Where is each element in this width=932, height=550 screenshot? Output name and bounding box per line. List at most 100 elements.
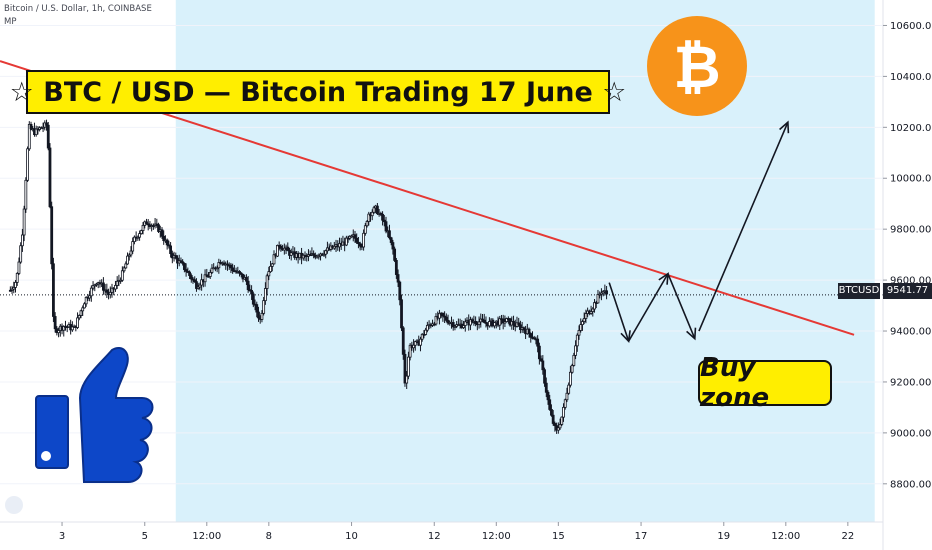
candle-body	[517, 322, 521, 326]
candle-body	[50, 206, 54, 265]
candle-body	[569, 371, 572, 386]
candle-body	[27, 123, 31, 150]
candle-body	[210, 267, 214, 273]
x-tick-label: 12	[428, 531, 441, 542]
candle-body	[205, 274, 209, 277]
candle-body	[131, 241, 135, 252]
candle-body	[584, 313, 588, 319]
candle-body	[141, 224, 145, 231]
candle-body	[93, 284, 97, 287]
candle-body	[381, 213, 384, 221]
candle-body	[114, 284, 117, 290]
x-tick-label: 12:00	[771, 531, 800, 542]
candle-body	[101, 282, 105, 291]
candle-body	[384, 221, 388, 232]
candle-body	[53, 316, 57, 330]
candle-body	[481, 318, 484, 321]
candle-body	[126, 255, 129, 265]
candle-body	[317, 255, 321, 258]
candle-body	[407, 356, 410, 377]
candle-body	[263, 288, 267, 302]
candle-body	[200, 279, 204, 286]
candle-body	[419, 338, 422, 346]
candle-body	[182, 262, 186, 270]
x-tick-label: 19	[717, 531, 730, 542]
candle-body	[572, 354, 576, 366]
x-tick-label: 15	[552, 531, 565, 542]
candle-body	[591, 308, 595, 312]
candle-body	[412, 344, 415, 349]
candle-body	[589, 311, 593, 314]
candle-body	[45, 122, 48, 126]
candle-body	[8, 289, 12, 292]
candle-body	[408, 344, 412, 358]
candle-body	[269, 265, 272, 273]
candle-body	[367, 213, 371, 222]
candle-body	[522, 327, 526, 331]
candle-body	[605, 290, 608, 295]
candle-body	[451, 322, 455, 328]
candle-body	[12, 287, 16, 290]
candle-body	[136, 236, 140, 239]
candle-body	[260, 312, 264, 320]
candle-body	[229, 264, 233, 269]
candle-body	[246, 280, 250, 291]
candle-body	[556, 427, 560, 431]
x-tick-label: 22	[841, 531, 854, 542]
candle-body	[250, 290, 253, 295]
candle-body	[26, 148, 29, 181]
candle-body	[400, 299, 403, 329]
candle-body	[124, 263, 128, 269]
candle-body	[146, 223, 150, 226]
candle-body	[289, 252, 293, 256]
candle-body	[562, 406, 565, 418]
price-axis[interactable]: 8800.00 9000.00 9200.00 9400.00 9600.00 9800.…	[883, 21, 932, 490]
time-axis[interactable]: 3 5 12:00 8 10 12 12:00 15 17 19 12:00 22	[59, 522, 854, 542]
candle-body	[358, 243, 362, 247]
candle-body	[77, 315, 81, 319]
candle-body	[541, 360, 545, 371]
candle-body	[601, 291, 605, 294]
candle-body	[565, 392, 569, 401]
candle-body	[570, 365, 574, 373]
candle-body	[598, 293, 602, 296]
candle-body	[544, 382, 548, 393]
candle-body	[474, 320, 478, 324]
y-tick-label: 10400.00	[890, 72, 932, 83]
candle-body	[195, 281, 198, 289]
candlestick-series	[8, 119, 608, 434]
candle-body	[546, 391, 550, 401]
candle-body	[127, 254, 131, 257]
candle-body	[257, 311, 260, 319]
candle-body	[477, 321, 481, 326]
y-tick-label: 9400.00	[890, 327, 931, 338]
candle-body	[57, 330, 60, 334]
projection-arrows[interactable]	[608, 120, 790, 343]
candle-body	[394, 259, 398, 275]
candle-body	[81, 307, 85, 312]
symbol-title: Bitcoin / U.S. Dollar, 1h, COINBASE	[4, 4, 152, 14]
candle-body	[357, 241, 360, 245]
tradingview-logo-icon[interactable]	[5, 496, 23, 514]
candle-body	[41, 126, 45, 129]
candle-body	[443, 315, 447, 318]
candle-body	[553, 423, 557, 427]
candle-body	[88, 295, 92, 299]
candle-body	[536, 338, 540, 347]
candle-body	[169, 245, 173, 255]
candle-body	[14, 281, 17, 288]
y-tick-label: 9800.00	[890, 225, 931, 236]
candle-body	[238, 271, 241, 274]
y-tick-label: 9000.00	[890, 428, 931, 439]
candle-body	[265, 275, 269, 289]
candle-body	[62, 326, 66, 331]
candle-body	[282, 247, 286, 251]
candle-body	[122, 267, 126, 272]
projection-arrow-head	[686, 327, 697, 341]
candle-body	[503, 321, 507, 324]
candle-body	[438, 312, 441, 319]
x-tick-label: 17	[635, 531, 648, 542]
candle-body	[22, 208, 26, 236]
candle-body	[17, 261, 21, 274]
candle-body	[129, 250, 133, 256]
